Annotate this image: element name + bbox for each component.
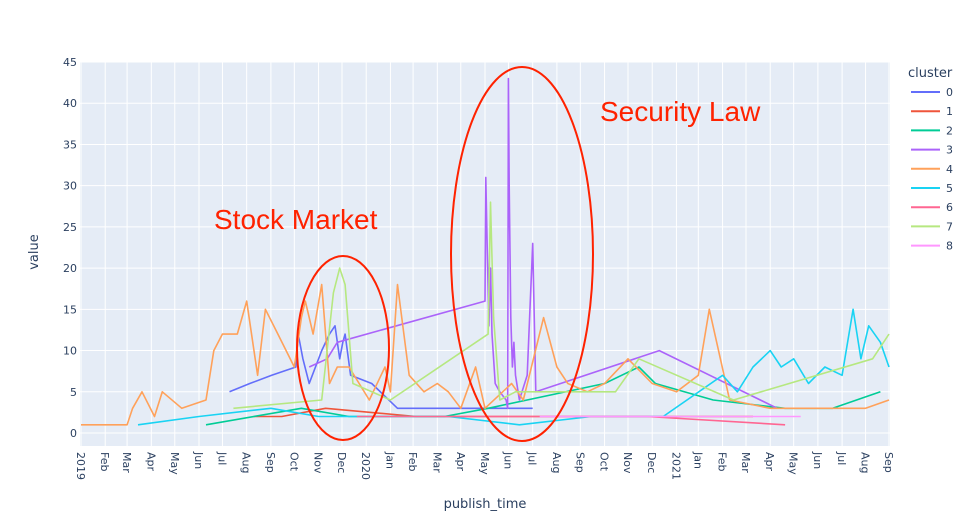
legend-item-8[interactable]: 8 [911, 240, 953, 253]
x-tick-label: May [168, 452, 181, 475]
legend-item-5[interactable]: 5 [911, 182, 953, 195]
legend-item-6[interactable]: 6 [911, 201, 953, 214]
x-tick-label: Jun [192, 451, 205, 469]
x-tick-label: Oct [287, 452, 300, 472]
legend-label: 2 [946, 124, 953, 137]
y-tick-label: 0 [70, 427, 77, 440]
x-tick-label: May [478, 452, 491, 475]
annotation-stock-market: Stock Market [214, 204, 378, 235]
x-tick-label: Jun [501, 451, 514, 469]
y-tick-label: 20 [63, 262, 77, 275]
series-line-3 [308, 77, 778, 410]
x-tick-label: Jan [691, 451, 704, 469]
x-tick-label: May [787, 452, 800, 475]
security-law-ellipse [450, 66, 594, 442]
x-tick-label: Feb [406, 452, 419, 471]
y-tick-label: 10 [63, 345, 77, 358]
x-tick-label: 2020 [359, 452, 372, 480]
legend-title: cluster [908, 66, 953, 81]
x-tick-label: Jul [835, 451, 848, 465]
series-layer [81, 77, 890, 426]
x-tick-label: Mar [739, 452, 752, 473]
x-tick-label: Feb [98, 452, 111, 471]
legend-item-4[interactable]: 4 [911, 163, 953, 176]
y-tick-label: 5 [70, 386, 77, 399]
y-axis-ticks: 0 5 10 15 20 25 30 35 40 45 [63, 56, 77, 440]
legend-label: 0 [946, 86, 953, 99]
y-tick-label: 40 [63, 97, 77, 110]
y-axis-title: value [27, 234, 42, 270]
x-tick-label: Jul [526, 451, 539, 465]
legend-items[interactable]: 0 1 2 3 4 5 6 7 8 [911, 86, 953, 253]
x-axis-title: publish_time [444, 497, 527, 512]
x-tick-label: Dec [335, 452, 348, 473]
x-tick-label: Jun [811, 451, 824, 469]
legend-item-3[interactable]: 3 [911, 144, 953, 157]
x-tick-label: Feb [716, 452, 729, 471]
y-tick-label: 25 [63, 221, 77, 234]
x-tick-label: Mar [430, 452, 443, 473]
legend-item-7[interactable]: 7 [911, 220, 953, 233]
x-tick-label: Nov [312, 452, 325, 474]
x-tick-label: Sep [264, 452, 277, 473]
legend-item-0[interactable]: 0 [911, 86, 953, 99]
x-tick-label: Apr [144, 452, 157, 472]
y-tick-label: 15 [63, 303, 77, 316]
series-line-7 [233, 201, 890, 410]
x-tick-label: Jan [383, 451, 396, 469]
x-tick-label: 2019 [74, 452, 87, 480]
x-tick-label: Dec [645, 452, 658, 473]
x-tick-label: Jul [215, 451, 228, 465]
x-tick-label: Apr [454, 452, 467, 472]
legend[interactable]: cluster 0 1 2 3 4 5 6 7 8 [908, 66, 953, 253]
legend-label: 3 [946, 144, 953, 157]
x-tick-label: Nov [621, 452, 634, 474]
x-tick-label: 2021 [669, 452, 682, 480]
x-tick-label: Sep [573, 452, 586, 473]
series-line-4 [81, 283, 890, 426]
legend-label: 4 [946, 163, 953, 176]
x-tick-label: Oct [598, 452, 611, 472]
legend-label: 8 [946, 240, 953, 253]
stock-market-ellipse [296, 255, 390, 441]
legend-label: 7 [946, 220, 953, 233]
annotation-security-law: Security Law [600, 96, 761, 127]
annotations: Stock Market Security Law [214, 66, 761, 442]
x-tick-label: Aug [240, 452, 253, 473]
grid [80, 61, 890, 446]
legend-item-2[interactable]: 2 [911, 124, 953, 137]
legend-label: 5 [946, 182, 953, 195]
x-tick-label: Aug [859, 452, 872, 473]
y-tick-label: 35 [63, 138, 77, 151]
x-tick-label: Apr [763, 452, 776, 472]
x-axis-ticks: 2019 Feb Mar Apr May Jun Jul Aug Sep Oct Nov Dec 202… [74, 451, 895, 480]
x-tick-label: Aug [550, 452, 563, 473]
y-tick-label: 45 [63, 56, 77, 69]
x-tick-label: Sep [882, 452, 895, 473]
legend-label: 6 [946, 201, 953, 214]
x-tick-label: Mar [120, 452, 133, 473]
y-tick-label: 30 [63, 180, 77, 193]
legend-item-1[interactable]: 1 [911, 105, 953, 118]
legend-label: 1 [946, 105, 953, 118]
